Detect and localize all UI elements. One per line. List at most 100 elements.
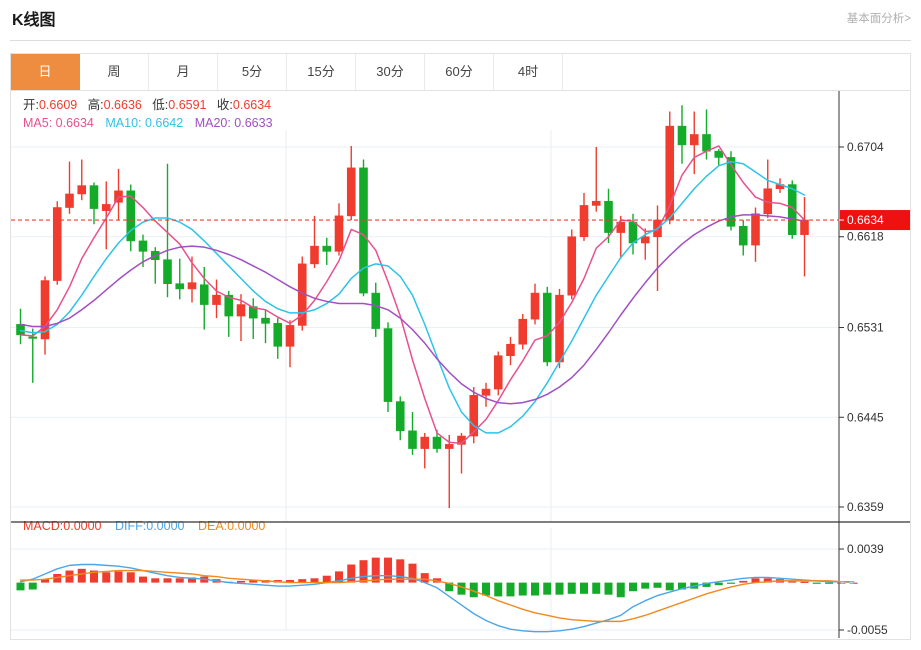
- candle-body: [16, 324, 25, 336]
- macd-bar: [825, 582, 833, 584]
- macd-bar: [384, 557, 392, 583]
- macd-bar: [286, 580, 294, 583]
- close-label: 收:: [216, 98, 233, 112]
- ma5-line: [19, 145, 806, 445]
- macd-bar: [114, 571, 123, 583]
- candle-body: [591, 200, 601, 206]
- candle-body: [469, 395, 479, 437]
- candle-body: [187, 282, 197, 290]
- page-title: K线图: [12, 12, 56, 29]
- price-tick-label-2: 0.6531: [847, 321, 884, 335]
- macd-bar: [641, 582, 650, 589]
- chart-container: 开:0.6609 高:0.6636 低:0.6591 收:0.6634 MA5:…: [10, 91, 911, 640]
- candle-body: [787, 184, 797, 235]
- macd-bar: [469, 582, 478, 598]
- macd-bar: [347, 564, 356, 583]
- candle-body: [751, 213, 760, 246]
- current-price-badge: [840, 210, 910, 231]
- open-label: 开:: [23, 98, 39, 112]
- candle-body: [677, 125, 687, 146]
- macd-bar: [41, 579, 49, 583]
- macd-bar: [629, 582, 637, 592]
- candle-body: [542, 292, 552, 363]
- ma20-legend: MA20: 0.6633: [194, 116, 273, 130]
- candle-body: [273, 323, 283, 347]
- page-header: K线图 基本面分析>: [0, 0, 921, 41]
- fundamental-analysis-link[interactable]: 基本面分析>: [846, 13, 911, 25]
- ma10-legend: MA10: 0.6642: [105, 116, 184, 130]
- tab-label: 月: [176, 64, 190, 79]
- chart-canvas[interactable]: 0.6704 0.6618 0.6531 0.6445 0.6359 0.6634 0.00…: [11, 91, 910, 638]
- macd-bar: [751, 578, 760, 583]
- candle-body: [506, 343, 515, 356]
- header-divider: [10, 40, 911, 41]
- candle-body: [702, 134, 711, 152]
- candle-body: [163, 259, 172, 284]
- tab-2[interactable]: 月: [149, 54, 218, 90]
- candlestick-series: [16, 105, 809, 509]
- ma10-line: [19, 160, 806, 434]
- tab-4[interactable]: 15分: [287, 54, 356, 90]
- macd-dea-line: [19, 569, 855, 623]
- macd-bar: [555, 582, 564, 595]
- macd-bar: [298, 579, 307, 583]
- candle-body: [432, 436, 442, 449]
- candle-body: [420, 436, 430, 449]
- price-tick-label-3: 0.6445: [847, 410, 884, 424]
- candle-body: [126, 190, 136, 242]
- macd-bar: [249, 580, 258, 583]
- macd-bar: [335, 571, 343, 583]
- macd-bar: [494, 582, 503, 597]
- candle-body: [481, 388, 491, 396]
- macd-bar: [812, 582, 821, 584]
- candle-body: [285, 325, 295, 347]
- macd-tick-label-0: 0.0039: [847, 542, 884, 556]
- tab-label: 4时: [517, 64, 539, 79]
- candle-body: [628, 221, 638, 244]
- candle-body: [395, 401, 405, 432]
- candle-body: [65, 193, 74, 208]
- macd-bar: [518, 582, 527, 596]
- macd-bar: [163, 578, 172, 583]
- macd-bar: [151, 578, 160, 583]
- macd-bar: [65, 570, 74, 583]
- candle-body: [383, 328, 393, 402]
- candle-body: [199, 284, 209, 305]
- macd-bar: [653, 582, 662, 588]
- macd-bar: [800, 581, 809, 583]
- candle-body: [40, 280, 50, 340]
- candle-body: [616, 221, 626, 233]
- tab-label: 日: [38, 64, 52, 79]
- candle-body: [738, 226, 748, 246]
- candle-body: [138, 240, 148, 252]
- candle-body: [322, 245, 332, 252]
- tabbar-filler: [563, 54, 910, 90]
- macd-bar: [543, 582, 552, 595]
- tab-5[interactable]: 30分: [356, 54, 425, 90]
- tab-7[interactable]: 4时: [494, 54, 563, 90]
- candle-body: [530, 292, 540, 320]
- macd-diff-line: [19, 563, 855, 633]
- candle-body: [248, 306, 258, 319]
- macd-bar: [580, 582, 588, 594]
- macd-bar: [139, 576, 147, 583]
- candle-body: [224, 294, 234, 317]
- tab-3[interactable]: 5分: [218, 54, 287, 90]
- candle-body: [567, 236, 577, 296]
- macd-bar: [322, 575, 331, 583]
- tab-0[interactable]: 日: [11, 54, 80, 90]
- tab-1[interactable]: 周: [80, 54, 149, 90]
- candle-body: [640, 236, 650, 244]
- candle-body: [175, 283, 185, 290]
- macd-bar: [102, 572, 111, 583]
- tab-6[interactable]: 60分: [425, 54, 494, 90]
- low-label: 低:: [152, 98, 169, 112]
- price-tick-label-1: 0.6618: [847, 230, 884, 244]
- tab-label: 60分: [445, 64, 473, 79]
- candle-body: [212, 294, 221, 305]
- candle-body: [689, 134, 699, 146]
- candle-body: [518, 318, 528, 345]
- candle-body: [89, 185, 99, 209]
- macd-bar: [616, 582, 625, 598]
- close-value: 0.6634: [232, 98, 272, 112]
